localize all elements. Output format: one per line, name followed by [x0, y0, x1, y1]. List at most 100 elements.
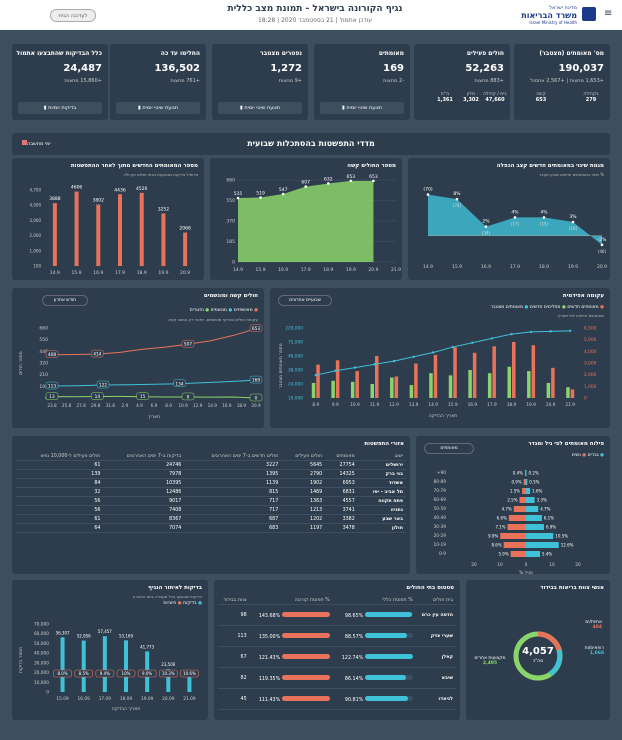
cumulative-point	[490, 337, 494, 340]
men-value: 7.1%	[495, 525, 505, 530]
kpi-trend-button[interactable]: בדיקות יומיות ▮	[18, 102, 102, 114]
point	[571, 220, 575, 224]
age-metric-dropdown[interactable]: מאומתים	[424, 443, 474, 454]
general-occupancy-cell: 90.81%	[332, 688, 416, 710]
staff-donut-chart	[513, 631, 563, 681]
table-header[interactable]: בית חולים	[415, 596, 456, 605]
x-tick: 10.9	[350, 402, 360, 408]
table-row[interactable]: 56 7408 717 1213 3741 נתניה	[16, 505, 406, 515]
point-label: 4%	[511, 209, 519, 215]
women-value: 4.7%	[540, 507, 550, 512]
kpi-breakdown: קשה 653	[535, 92, 547, 103]
kpi-trend-button[interactable]: תנועת שינוי יומית ▮	[320, 102, 404, 114]
point-tag-label: 14	[95, 394, 101, 400]
table-header[interactable]: ישוב	[357, 452, 406, 461]
epidemic-period-dropdown[interactable]: שבועיים אחרונים	[278, 295, 332, 306]
new-cases-bar	[570, 389, 575, 398]
table-cell: 3478	[325, 523, 358, 533]
menu-icon[interactable]: ≡	[604, 8, 613, 19]
bar-label: 2068	[179, 226, 191, 232]
age-label: 40-49	[434, 515, 447, 521]
point	[600, 243, 604, 247]
recovered-bar	[468, 370, 472, 398]
hospital-row[interactable]: 45 111.43% 90.81% לניאדו	[218, 688, 456, 710]
table-header[interactable]: חולים פעילים	[281, 452, 326, 461]
table-header[interactable]: מאומתים	[325, 452, 358, 461]
kpi-trend-button[interactable]: תנועת שינוי יומית ▮	[218, 102, 302, 114]
x-tick: 10.9	[178, 403, 188, 408]
recovered-bar	[331, 380, 335, 398]
point	[349, 179, 353, 183]
kpi-value: 24,487	[63, 63, 102, 74]
bar	[52, 203, 57, 266]
men-value: 6.6%	[497, 516, 507, 521]
kpi-delta: -2 מחצות	[383, 78, 404, 84]
hospital-row[interactable]: 67 121.43% 122.74% קפלן	[218, 646, 456, 668]
y-tick-right: 4,000	[584, 349, 597, 355]
staff-total: 4,057	[522, 646, 554, 657]
table-header[interactable]: בדיקות ב-7 ימים האחרונים	[103, 452, 185, 461]
point-tag-label: 408	[48, 352, 56, 358]
x-tick: 14.9	[50, 270, 60, 276]
point-badge: (19)	[569, 226, 578, 231]
women-bar	[526, 506, 539, 512]
kpi-trend-button[interactable]: תנועת שינוי יומית ▮	[116, 102, 200, 114]
growth-area-chart: (70) 8% 2% 4% 4% 3% -2% (74) (34) (17) (15) (19) (46…	[423, 187, 607, 270]
table-row[interactable]: 84 10395 1139 1902 6953 אשדוד	[16, 478, 406, 488]
kpi-label: החלימו עד כה	[160, 50, 200, 57]
men-bar	[507, 524, 526, 530]
update-button[interactable]: לעדכנה הבית	[50, 9, 96, 22]
y-tick: 10,000	[34, 680, 49, 686]
women-value: 6.1%	[544, 516, 554, 521]
age-legend: ● גברים ● נשים	[571, 453, 604, 458]
table-header[interactable]: חולים חדשים ב-7 ימים האחרונים	[184, 452, 282, 461]
table-cell: פתח תקווה	[357, 496, 406, 506]
table-header[interactable]: % תפוסת כללי	[332, 596, 416, 605]
point	[542, 216, 546, 219]
men-value: 8.6%	[491, 543, 501, 548]
y-axis-label: מספר חולים	[19, 351, 24, 374]
x-tick: 6.9	[151, 403, 158, 408]
y-tick-left: 229,000	[285, 326, 303, 332]
men-bar	[500, 533, 526, 539]
table-row[interactable]: 56 9017 717 1363 4557 פתח תקווה	[16, 496, 406, 506]
point-tag	[45, 392, 59, 400]
table-row[interactable]: 32 12486 815 1469 6831 תל אביב - יפו	[16, 487, 406, 497]
x-tick: 9.9	[332, 402, 339, 408]
table-cell: 3741	[325, 505, 358, 515]
table-header[interactable]: חולים פעילים ל-10,000 נפש	[16, 452, 104, 461]
section-header: מדדי התפשטות בהסתכלות שבועית ימי מחשבה	[12, 133, 610, 155]
positive-label: 9.0%	[142, 671, 152, 676]
hospital-row[interactable]: 98 143.68% 98.65% הדסה עין כרם	[218, 604, 456, 626]
x-tick: 18.9	[137, 270, 147, 276]
positive-tag	[137, 669, 157, 678]
positive-label: 10%	[122, 671, 131, 676]
table-header[interactable]: % תפוסת קורונה	[249, 596, 333, 605]
table-header[interactable]: צוות בבידוד	[218, 596, 250, 605]
table-cell: 815	[184, 487, 282, 497]
point-label: 607	[301, 180, 310, 186]
point-label: 2%	[482, 219, 490, 225]
point	[455, 197, 459, 201]
bar-label: 4436	[114, 187, 126, 193]
table-cell: 4557	[325, 496, 358, 506]
positive-label: 10.6%	[183, 671, 196, 676]
point-tag	[181, 339, 195, 348]
y-tick: 185	[226, 239, 235, 245]
age-label: +90	[437, 470, 446, 476]
period-dropdown[interactable]: חודש אחרון	[42, 295, 88, 306]
age-label: 50-59	[434, 506, 447, 512]
table-cell: 9017	[103, 496, 185, 506]
hospital-row[interactable]: 113 135.00% 88.57% שערי צדק	[218, 625, 456, 647]
y-tick: 370	[226, 219, 235, 225]
men-value: 0.9%	[511, 480, 521, 485]
table-row[interactable]: 61 24746 3227 5645 27754 ירושלים	[16, 460, 406, 470]
x-tick: 20	[471, 562, 477, 568]
table-row[interactable]: 139 7978 1395 2790 14325 בני ברק	[16, 469, 406, 479]
kpi-card: מס' מאומתים (מצטבר) 190,037 +1,653 מחצות…	[514, 44, 610, 120]
table-row[interactable]: 64 7074 683 1197 3478 חולון	[16, 523, 406, 533]
hospital-row[interactable]: 82 119.35% 86.14% שיבא	[218, 667, 456, 689]
table-row[interactable]: 61 8367 687 1202 3382 באר שבע	[16, 514, 406, 524]
tests-label: 41,773	[140, 644, 154, 649]
point	[372, 179, 375, 183]
